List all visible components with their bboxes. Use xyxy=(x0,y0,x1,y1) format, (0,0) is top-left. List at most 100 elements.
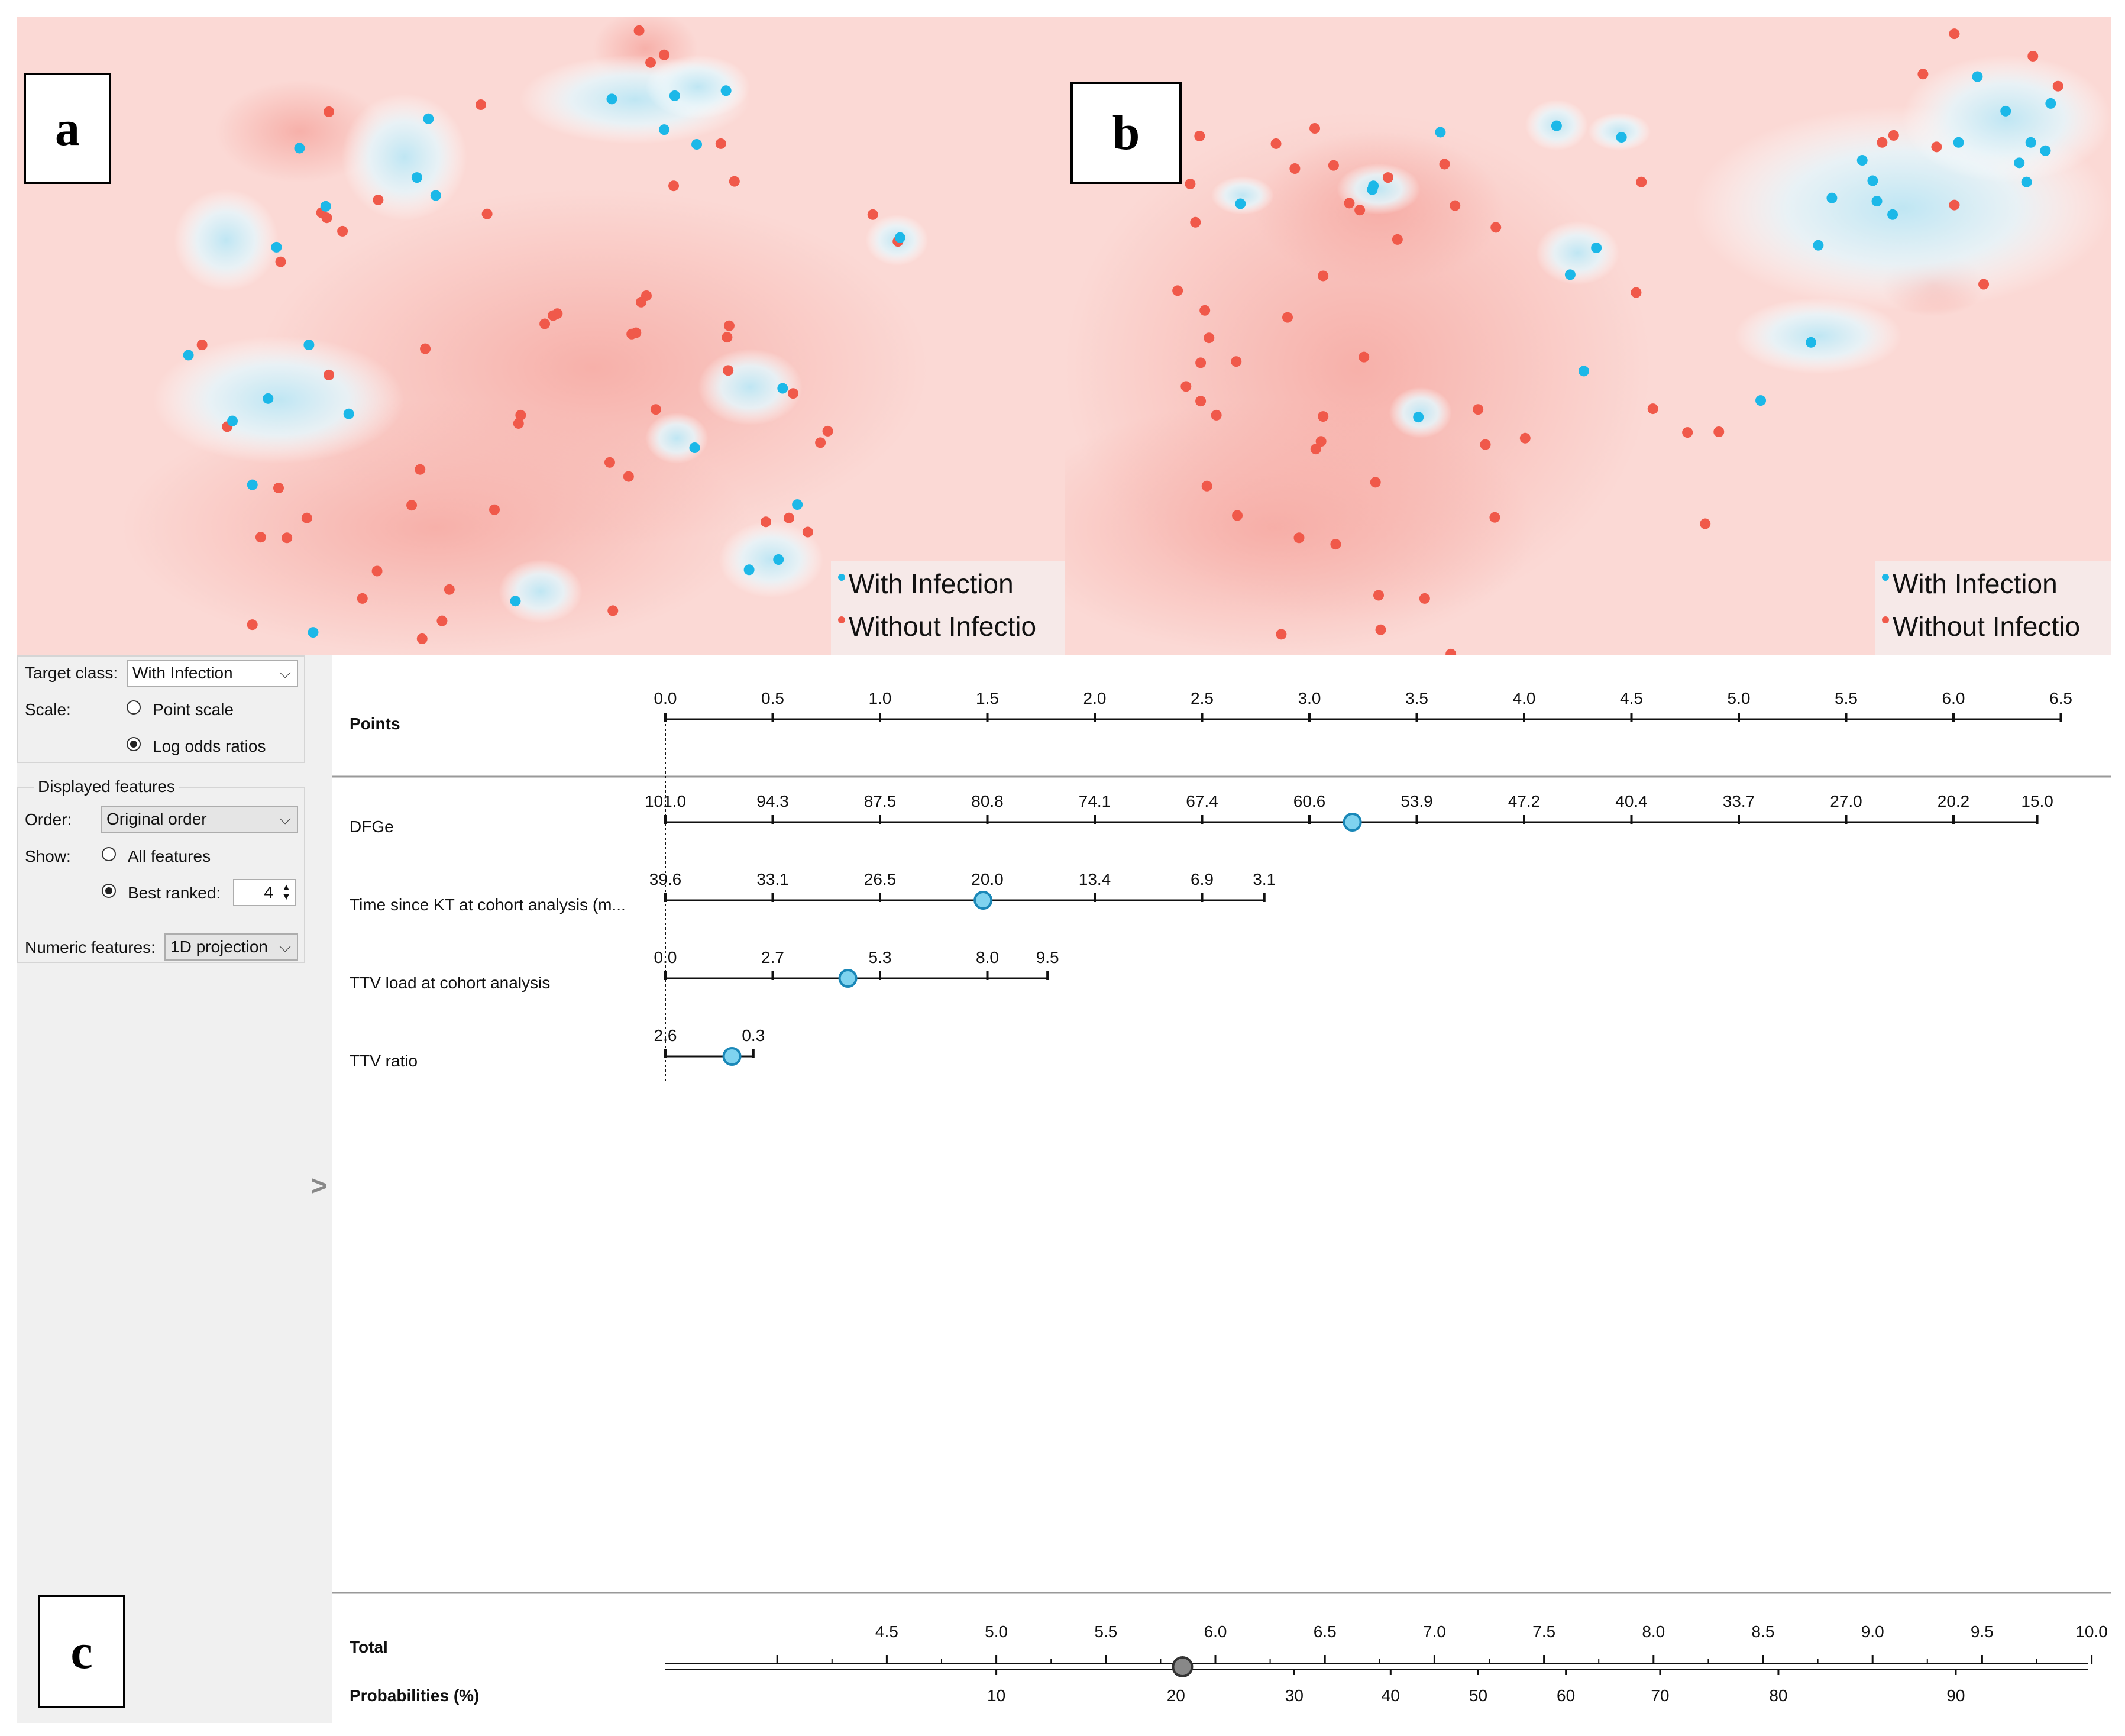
point-without-infection xyxy=(1172,285,1183,296)
collapse-panel-icon[interactable]: > xyxy=(310,1171,328,1202)
point-without-infection xyxy=(1490,222,1502,233)
point-without-infection xyxy=(1647,403,1658,415)
blue-region xyxy=(645,412,709,464)
feature-tick-label: 6.9 xyxy=(1191,870,1214,888)
point-with-infection xyxy=(2021,176,2032,187)
probability-tick-label: 10 xyxy=(987,1686,1005,1705)
point-without-infection xyxy=(1978,279,1990,290)
point-without-infection xyxy=(1419,593,1430,604)
scale-point-label[interactable]: Point scale xyxy=(153,700,234,719)
total-tick-label: 5.0 xyxy=(985,1622,1008,1641)
nomogram-canvas: Points 0.0 0.5 1.0 1.5 2.0 2.5 3.0 3.5 4.0 4.5 5.0 5… xyxy=(332,689,2111,1705)
point-with-infection xyxy=(691,139,703,150)
points-tick-label: 5.0 xyxy=(1728,689,1751,707)
feature-tick-label: 2.7 xyxy=(761,948,784,966)
point-without-infection xyxy=(723,365,734,376)
scatter-b-canvas xyxy=(1065,17,2111,655)
point-without-infection xyxy=(371,565,383,577)
total-tick-label: 10.0 xyxy=(2075,1622,2108,1641)
probability-tick-label: 40 xyxy=(1382,1686,1400,1705)
point-without-infection xyxy=(630,327,642,338)
point-without-infection xyxy=(1195,396,1207,407)
point-with-infection xyxy=(2045,98,2056,109)
point-without-infection xyxy=(645,57,656,68)
order-value: Original order xyxy=(106,810,207,828)
feature-value-marker[interactable] xyxy=(1343,813,1362,832)
feature-tick-label: 53.9 xyxy=(1401,792,1433,810)
scale-log-label[interactable]: Log odds ratios xyxy=(153,737,266,755)
point-without-infection xyxy=(1888,130,1899,141)
point-without-infection xyxy=(1949,199,1960,211)
point-without-infection xyxy=(1519,432,1531,444)
feature-tick-label: 27.0 xyxy=(1830,792,1862,810)
point-without-infection xyxy=(1309,123,1321,134)
feature-value-marker[interactable] xyxy=(838,969,858,988)
feature-value-marker[interactable] xyxy=(722,1047,742,1066)
point-with-infection xyxy=(320,201,331,212)
point-with-infection xyxy=(1972,71,1983,82)
point-without-infection xyxy=(1270,138,1282,149)
point-without-infection xyxy=(321,212,332,224)
point-with-infection xyxy=(2025,137,2036,148)
feature-tick-label: 80.8 xyxy=(971,792,1004,810)
legend-a: With Infection Without Infectio xyxy=(831,561,1065,655)
numeric-features-dropdown[interactable]: 1D projection ⌵ xyxy=(164,933,298,961)
point-without-infection xyxy=(1949,28,1960,40)
best-ranked-spinbox[interactable]: 4 ▲ ▼ xyxy=(233,879,296,906)
spin-up-icon[interactable]: ▲ xyxy=(282,882,291,893)
scale-log-radio[interactable] xyxy=(127,737,141,751)
show-all-label[interactable]: All features xyxy=(128,847,211,865)
points-label: Points xyxy=(350,715,400,733)
point-with-infection xyxy=(689,442,700,453)
probability-tick-label: 50 xyxy=(1469,1686,1487,1705)
total-tick-label: 8.5 xyxy=(1752,1622,1775,1641)
point-with-infection xyxy=(2040,145,2051,156)
feature-tick-label: 60.6 xyxy=(1293,792,1326,810)
numeric-features-label: Numeric features: xyxy=(25,938,156,956)
point-with-infection xyxy=(1435,127,1446,138)
point-without-infection xyxy=(1232,510,1243,521)
points-tick-label: 4.0 xyxy=(1513,689,1536,707)
point-without-infection xyxy=(357,593,368,604)
red-region xyxy=(215,80,384,183)
point-with-infection xyxy=(1856,155,1868,166)
numeric-features-value: 1D projection xyxy=(170,937,268,956)
point-without-infection xyxy=(1289,163,1301,174)
show-best-label[interactable]: Best ranked: xyxy=(128,884,221,902)
feature-tick-label: 26.5 xyxy=(864,870,897,888)
point-with-infection xyxy=(1551,120,1562,131)
point-without-infection xyxy=(1180,381,1192,392)
point-without-infection xyxy=(1211,409,1222,421)
show-best-radio[interactable] xyxy=(102,884,116,898)
show-all-radio[interactable] xyxy=(102,847,116,861)
feature-value-marker[interactable] xyxy=(973,891,993,910)
feature-label: TTV ratio xyxy=(350,1052,418,1070)
total-value-marker[interactable] xyxy=(1172,1656,1194,1677)
point-without-infection xyxy=(788,388,799,399)
point-without-infection xyxy=(1344,198,1355,209)
point-without-infection xyxy=(633,25,645,36)
spin-down-icon[interactable]: ▼ xyxy=(282,892,291,902)
target-class-dropdown[interactable]: With Infection ⌵ xyxy=(127,660,298,687)
scale-point-radio[interactable] xyxy=(127,700,141,715)
point-without-infection xyxy=(604,457,615,468)
feature-tick-label: 94.3 xyxy=(756,792,789,810)
probability-tick-label: 30 xyxy=(1285,1686,1304,1705)
point-without-infection xyxy=(1375,624,1386,635)
point-without-infection xyxy=(1931,141,1942,153)
point-with-infection xyxy=(1564,269,1576,280)
point-without-infection xyxy=(723,320,735,331)
point-without-infection xyxy=(324,369,335,380)
point-with-infection xyxy=(1826,192,1838,203)
feature-tick-label: 39.6 xyxy=(649,870,682,888)
order-dropdown[interactable]: Original order ⌵ xyxy=(101,806,298,833)
point-without-infection xyxy=(1231,356,1242,367)
point-without-infection xyxy=(481,208,493,219)
point-without-infection xyxy=(1318,270,1329,282)
point-without-infection xyxy=(1185,178,1196,189)
displayed-features-title: Displayed features xyxy=(34,777,179,796)
points-tick-label: 6.0 xyxy=(1942,689,1965,707)
total-tick-label: 8.0 xyxy=(1642,1622,1665,1641)
point-without-infection xyxy=(1450,200,1461,211)
point-without-infection xyxy=(415,464,426,475)
